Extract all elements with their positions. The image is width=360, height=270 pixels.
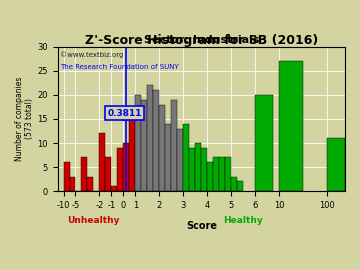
Bar xyxy=(165,124,171,191)
Bar xyxy=(177,129,183,191)
Text: 0.3811: 0.3811 xyxy=(107,109,142,117)
Bar xyxy=(195,143,201,191)
Bar xyxy=(183,124,189,191)
Text: Healthy: Healthy xyxy=(223,216,263,225)
Bar xyxy=(135,95,141,191)
Bar xyxy=(117,148,123,191)
Bar xyxy=(207,162,213,191)
Bar xyxy=(99,133,105,191)
Bar xyxy=(147,85,153,191)
Bar xyxy=(201,148,207,191)
Text: ©www.textbiz.org: ©www.textbiz.org xyxy=(60,51,124,58)
Bar xyxy=(327,138,345,191)
Bar xyxy=(141,100,147,191)
Bar xyxy=(81,157,87,191)
X-axis label: Score: Score xyxy=(186,221,217,231)
Bar xyxy=(225,157,231,191)
Title: Z'-Score Histogram for SB (2016): Z'-Score Histogram for SB (2016) xyxy=(85,34,318,47)
Bar xyxy=(63,162,69,191)
Text: Unhealthy: Unhealthy xyxy=(67,216,120,225)
Bar xyxy=(189,148,195,191)
Bar xyxy=(213,157,219,191)
Bar xyxy=(279,61,303,191)
Text: The Research Foundation of SUNY: The Research Foundation of SUNY xyxy=(60,64,179,70)
Bar xyxy=(105,157,112,191)
Bar xyxy=(255,95,273,191)
Bar xyxy=(231,177,237,191)
Bar xyxy=(69,177,76,191)
Y-axis label: Number of companies
(573 total): Number of companies (573 total) xyxy=(15,77,35,161)
Bar xyxy=(129,119,135,191)
Bar xyxy=(123,143,129,191)
Bar xyxy=(153,90,159,191)
Text: Sector: Industrials: Sector: Industrials xyxy=(144,35,259,45)
Bar xyxy=(112,186,117,191)
Bar xyxy=(87,177,94,191)
Bar xyxy=(159,104,165,191)
Bar xyxy=(171,100,177,191)
Bar xyxy=(219,157,225,191)
Bar xyxy=(237,181,243,191)
